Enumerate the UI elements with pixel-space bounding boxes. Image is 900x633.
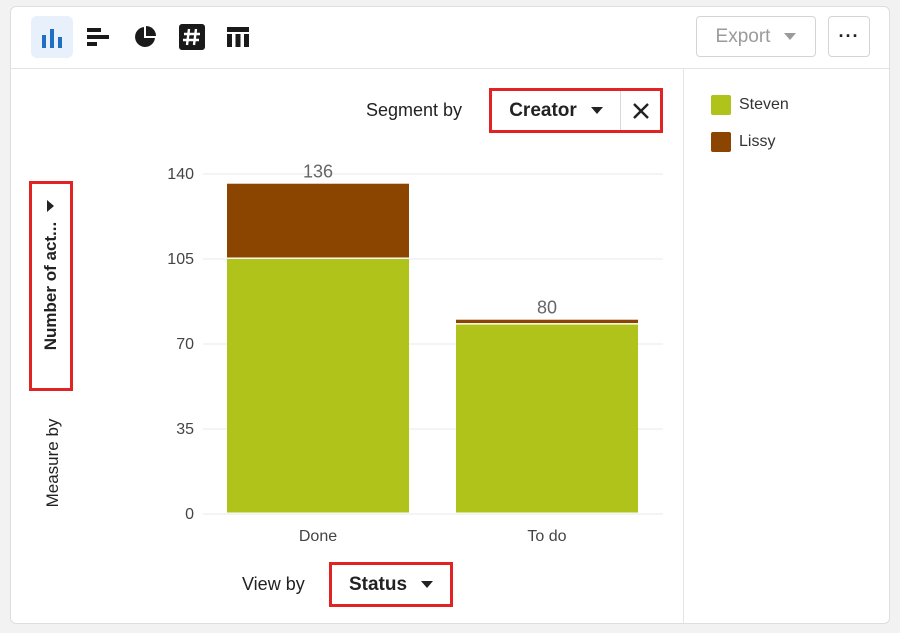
chevron-right-icon [47,200,54,212]
export-button[interactable]: Export [696,16,816,57]
view-by-value: Status [348,573,408,595]
view-by-dropdown[interactable]: Status [329,562,453,607]
segment-by-label: Segment by [366,100,463,120]
chart-card: Export ··· Steven Lissy Segment by Creato… [10,6,890,624]
chevron-down-icon [784,33,797,40]
legend-item[interactable]: Steven [711,95,789,115]
legend-divider [683,69,684,623]
y-tick-label: 140 [167,166,194,183]
x-tick-label: Done [299,528,337,545]
bar-segment [227,259,409,513]
bar-segment [456,319,638,324]
close-icon [632,102,649,119]
segment-by-select: Creator [489,88,663,133]
legend-label: Lissy [739,133,776,150]
more-options-button[interactable]: ··· [828,16,870,57]
bar-segment [456,324,638,513]
bar-chart: 0 35 70 105 140 136 Done 80 To do [167,162,663,545]
legend-swatch [711,132,731,152]
bar-total-label: 80 [537,298,557,318]
export-label: Export [715,25,771,47]
pie-chart-icon[interactable] [124,16,166,58]
y-tick-label: 105 [167,251,194,268]
chevron-down-icon [590,107,603,114]
segment-by-dropdown[interactable]: Creator [492,91,621,130]
legend-swatch [711,95,731,115]
measure-by-dropdown[interactable]: Number of act... [29,181,73,391]
segment-by-value: Creator [509,99,577,121]
number-icon[interactable] [171,16,213,58]
clear-segment-button[interactable] [621,91,660,130]
chevron-down-icon [421,581,434,588]
bar-segment [227,183,409,258]
y-tick-label: 0 [185,506,194,523]
table-icon[interactable] [217,16,259,58]
legend-item[interactable]: Lissy [711,132,789,152]
toolbar: Export ··· [11,7,889,69]
x-tick-label: To do [527,528,566,545]
horizontal-bar-icon[interactable] [77,16,119,58]
bar-total-label: 136 [303,162,333,182]
legend: Steven Lissy [711,95,789,169]
more-icon: ··· [838,26,860,46]
bar-chart-icon[interactable] [31,16,73,58]
y-tick-label: 70 [176,336,194,353]
legend-label: Steven [739,96,789,113]
y-tick-label: 35 [176,421,194,438]
view-by-label: View by [242,574,305,594]
